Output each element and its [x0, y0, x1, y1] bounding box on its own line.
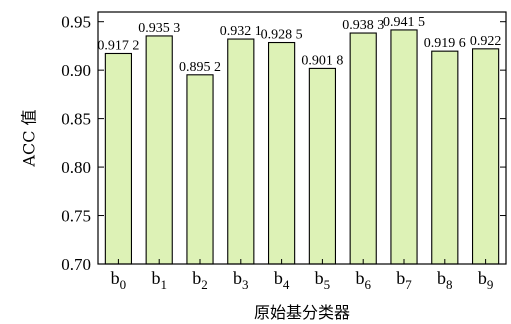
bar [431, 50, 459, 265]
x-category-base: b [396, 268, 405, 288]
x-category-label: b3 [233, 268, 249, 292]
bar-value-label: 0.922 [470, 34, 502, 49]
x-category-label: b9 [478, 268, 494, 292]
data-labels-layer: 0.917 2 0.935 3 0.895 2 0.932 10.928 5 0.901… [97, 15, 501, 75]
x-category-label: b7 [396, 268, 412, 292]
y-tick-label: 0.75 [61, 207, 91, 226]
y-tick-label: 0.85 [61, 110, 91, 129]
bar [471, 48, 500, 265]
x-category-label: b5 [315, 268, 331, 292]
x-category-subscript: 1 [160, 277, 167, 292]
bar-value-label: 0.941 5 [383, 15, 425, 30]
x-category-label: b4 [274, 268, 290, 292]
x-category-base: b [315, 268, 324, 288]
x-axis-ticks: b0 b1 b2 b3 b4 b5 b6 b7 b8 b9 [111, 259, 494, 292]
y-tick-label: 0.80 [61, 158, 91, 177]
x-category-label: b1 [151, 268, 167, 292]
x-category-subscript: 8 [446, 277, 453, 292]
x-category-subscript: 3 [242, 277, 249, 292]
y-axis-ticks: 0.70 0.75 0.80 0.85 0.90 0.95 [61, 13, 506, 274]
x-axis-title: 原始基分类器 [254, 303, 350, 322]
x-category-base: b [478, 268, 487, 288]
y-tick-label: 0.70 [61, 255, 91, 274]
bar-value-label: 0.917 2 [97, 38, 139, 53]
x-category-label: b6 [355, 268, 371, 292]
bar [308, 67, 337, 265]
x-category-base: b [355, 268, 364, 288]
bar [227, 38, 255, 265]
bar-value-label: 0.938 3 [342, 18, 384, 33]
x-category-base: b [274, 268, 283, 288]
bar-value-label: 0.919 6 [424, 36, 466, 51]
bar [267, 41, 296, 265]
x-category-subscript: 6 [364, 277, 371, 292]
y-tick-label: 0.95 [61, 13, 91, 32]
y-axis-title: ACC 值 [20, 109, 39, 167]
x-category-base: b [111, 268, 120, 288]
plot-frame [97, 11, 507, 265]
x-category-subscript: 0 [120, 277, 127, 292]
x-category-label: b8 [437, 268, 453, 292]
bar [349, 32, 377, 265]
bar-value-label: 0.928 5 [261, 28, 303, 43]
x-category-subscript: 7 [405, 277, 412, 292]
x-category-base: b [437, 268, 446, 288]
x-category-subscript: 9 [487, 277, 494, 292]
bar-value-label: 0.901 8 [301, 53, 343, 68]
y-tick-label: 0.90 [61, 61, 91, 80]
bar-value-label: 0.932 1 [220, 24, 262, 39]
x-category-subscript: 4 [283, 277, 290, 292]
bars-layer [104, 29, 500, 265]
x-category-label: b2 [192, 268, 208, 292]
x-category-subscript: 2 [201, 277, 208, 292]
x-category-base: b [192, 268, 201, 288]
x-category-label: b0 [111, 268, 127, 292]
bar-value-label: 0.935 3 [138, 21, 180, 36]
x-category-subscript: 5 [324, 277, 331, 292]
x-category-base: b [233, 268, 242, 288]
bar [186, 74, 214, 265]
bar [145, 35, 173, 265]
bar [390, 29, 418, 265]
bar-value-label: 0.895 2 [179, 60, 221, 75]
x-category-base: b [151, 268, 160, 288]
bar [104, 52, 133, 265]
